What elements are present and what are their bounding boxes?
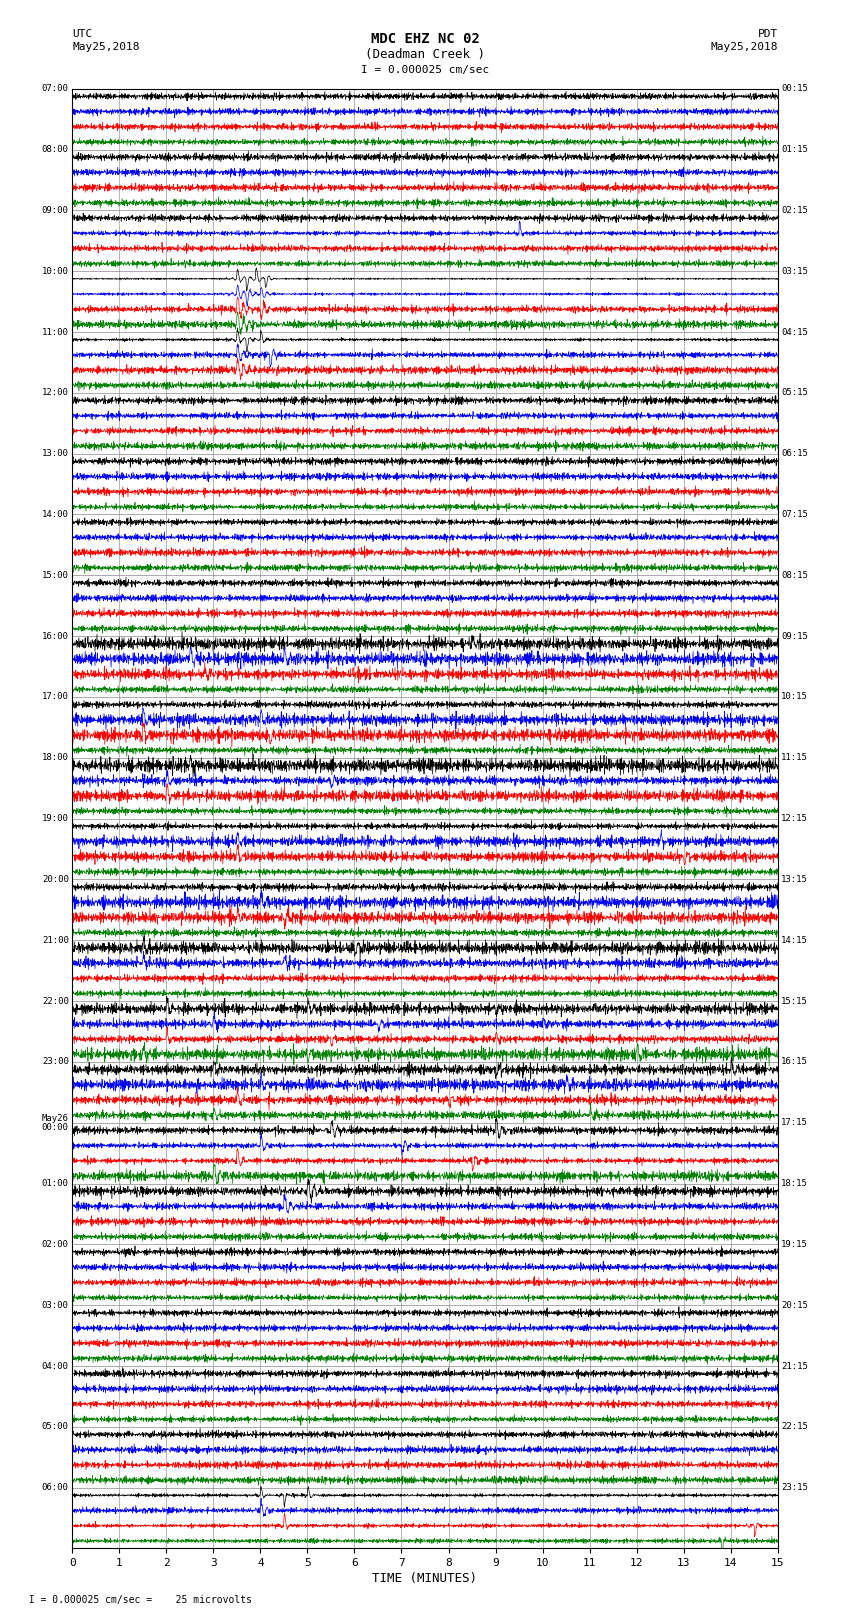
Text: 07:00: 07:00 xyxy=(42,84,69,94)
Text: 10:15: 10:15 xyxy=(781,692,808,702)
Text: 12:15: 12:15 xyxy=(781,815,808,823)
Text: 14:00: 14:00 xyxy=(42,510,69,519)
Text: May26: May26 xyxy=(42,1113,69,1123)
X-axis label: TIME (MINUTES): TIME (MINUTES) xyxy=(372,1573,478,1586)
Text: 15:15: 15:15 xyxy=(781,997,808,1005)
Text: 18:15: 18:15 xyxy=(781,1179,808,1189)
Text: 12:00: 12:00 xyxy=(42,389,69,397)
Text: 23:15: 23:15 xyxy=(781,1484,808,1492)
Text: 14:15: 14:15 xyxy=(781,936,808,945)
Text: I = 0.000025 cm/sec =    25 microvolts: I = 0.000025 cm/sec = 25 microvolts xyxy=(17,1595,252,1605)
Text: 11:00: 11:00 xyxy=(42,327,69,337)
Text: 00:15: 00:15 xyxy=(781,84,808,94)
Text: 05:00: 05:00 xyxy=(42,1423,69,1431)
Text: 05:15: 05:15 xyxy=(781,389,808,397)
Text: 07:15: 07:15 xyxy=(781,510,808,519)
Text: 13:00: 13:00 xyxy=(42,448,69,458)
Text: 19:00: 19:00 xyxy=(42,815,69,823)
Text: 02:00: 02:00 xyxy=(42,1240,69,1248)
Text: May25,2018: May25,2018 xyxy=(711,42,778,52)
Text: I = 0.000025 cm/sec: I = 0.000025 cm/sec xyxy=(361,65,489,74)
Text: MDC EHZ NC 02: MDC EHZ NC 02 xyxy=(371,32,479,47)
Text: 16:00: 16:00 xyxy=(42,632,69,640)
Text: 09:00: 09:00 xyxy=(42,206,69,215)
Text: 06:15: 06:15 xyxy=(781,448,808,458)
Text: 02:15: 02:15 xyxy=(781,206,808,215)
Text: 04:15: 04:15 xyxy=(781,327,808,337)
Text: 20:15: 20:15 xyxy=(781,1300,808,1310)
Text: 21:00: 21:00 xyxy=(42,936,69,945)
Text: 22:00: 22:00 xyxy=(42,997,69,1005)
Text: 08:15: 08:15 xyxy=(781,571,808,579)
Text: (Deadman Creek ): (Deadman Creek ) xyxy=(365,48,485,61)
Text: 15:00: 15:00 xyxy=(42,571,69,579)
Text: PDT: PDT xyxy=(757,29,778,39)
Text: 01:00: 01:00 xyxy=(42,1179,69,1189)
Text: May25,2018: May25,2018 xyxy=(72,42,139,52)
Text: 08:00: 08:00 xyxy=(42,145,69,153)
Text: 16:15: 16:15 xyxy=(781,1058,808,1066)
Text: 04:00: 04:00 xyxy=(42,1361,69,1371)
Text: 09:15: 09:15 xyxy=(781,632,808,640)
Text: 01:15: 01:15 xyxy=(781,145,808,153)
Text: UTC: UTC xyxy=(72,29,93,39)
Text: 22:15: 22:15 xyxy=(781,1423,808,1431)
Text: 21:15: 21:15 xyxy=(781,1361,808,1371)
Text: 06:00: 06:00 xyxy=(42,1484,69,1492)
Text: 11:15: 11:15 xyxy=(781,753,808,763)
Text: 17:15: 17:15 xyxy=(781,1118,808,1127)
Text: 19:15: 19:15 xyxy=(781,1240,808,1248)
Text: 20:00: 20:00 xyxy=(42,874,69,884)
Text: 10:00: 10:00 xyxy=(42,266,69,276)
Text: 17:00: 17:00 xyxy=(42,692,69,702)
Text: 13:15: 13:15 xyxy=(781,874,808,884)
Text: 03:15: 03:15 xyxy=(781,266,808,276)
Text: 03:00: 03:00 xyxy=(42,1300,69,1310)
Text: 00:00: 00:00 xyxy=(42,1123,69,1132)
Text: 18:00: 18:00 xyxy=(42,753,69,763)
Text: 23:00: 23:00 xyxy=(42,1058,69,1066)
